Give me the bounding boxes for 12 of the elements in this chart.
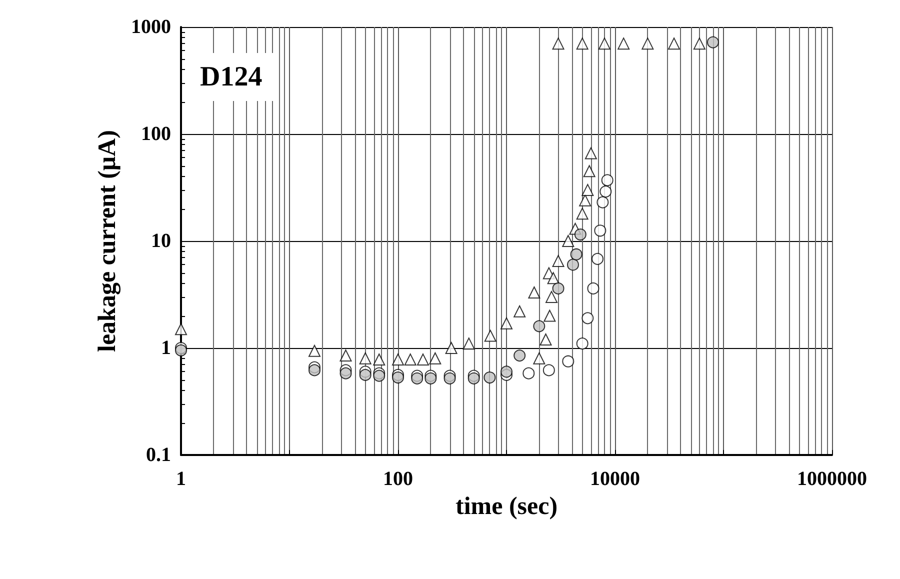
y-tick-label: 0.1: [146, 444, 171, 466]
x-tick-label: 10000: [590, 468, 640, 490]
y-axis-title: leakage current (μA): [94, 130, 122, 352]
x-tick-label: 1: [176, 468, 186, 490]
y-tick-label: 1000: [131, 16, 171, 38]
annotation: D124: [200, 62, 262, 92]
y-tick-label: 10: [151, 230, 171, 252]
y-tick-label: 1: [161, 337, 171, 359]
x-tick-label: 1000000: [797, 468, 867, 490]
x-axis-title: time (sec): [455, 492, 558, 520]
x-tick-label: 100: [383, 468, 413, 490]
y-tick-label: 100: [141, 123, 171, 145]
